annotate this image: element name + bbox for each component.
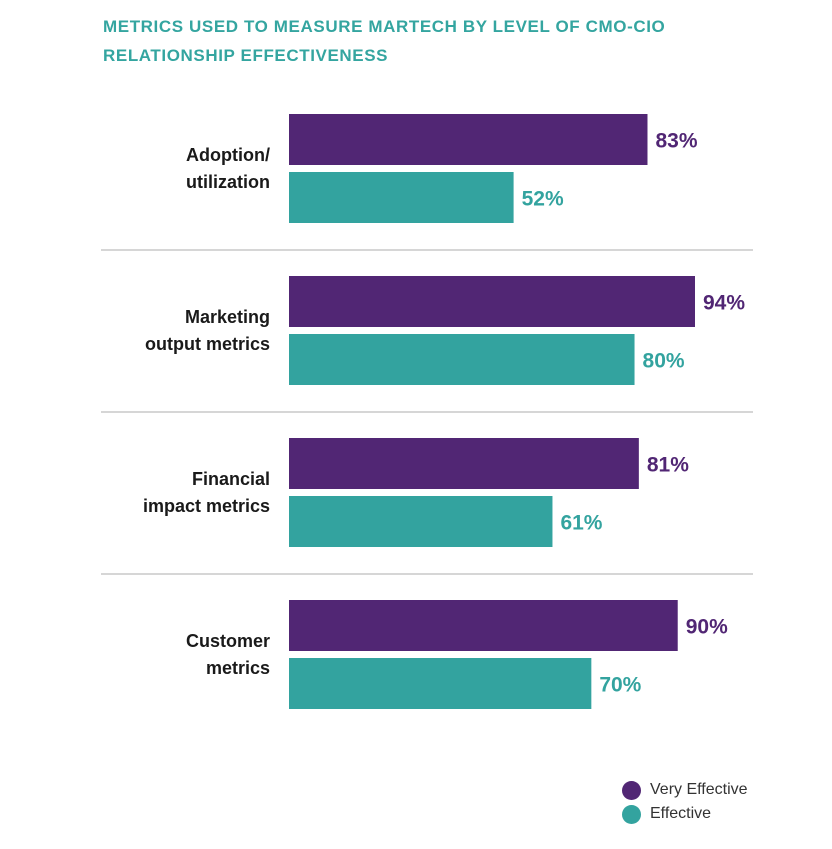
legend: Very Effective Effective — [622, 778, 748, 826]
category-label: Marketing — [185, 307, 270, 327]
category-label: impact metrics — [143, 496, 270, 516]
bar-very-effective — [289, 276, 695, 327]
category-label: Customer — [186, 631, 270, 651]
bar-very-effective — [289, 114, 648, 165]
legend-swatch-very-effective — [622, 780, 641, 800]
category-label: utilization — [186, 172, 270, 192]
legend-item-very-effective: Very Effective — [622, 778, 748, 802]
chart-title: METRICS USED TO MEASURE MARTECH BY LEVEL… — [103, 17, 666, 65]
bar-effective — [289, 172, 514, 223]
bar-very-effective — [289, 600, 678, 651]
bar-effective — [289, 496, 553, 547]
data-label: 94% — [703, 292, 745, 315]
bar-very-effective — [289, 438, 639, 489]
data-label: 90% — [686, 616, 728, 639]
bar-effective — [289, 334, 635, 385]
data-label: 52% — [522, 188, 564, 211]
data-label: 81% — [647, 454, 689, 477]
category-label: metrics — [206, 658, 270, 678]
legend-swatch-effective — [622, 804, 641, 824]
bar-effective — [289, 658, 592, 709]
legend-label-very-effective: Very Effective — [650, 781, 748, 798]
data-label: 61% — [560, 512, 602, 535]
category-label: Adoption/ — [186, 145, 270, 165]
data-label: 83% — [655, 130, 697, 153]
data-label: 70% — [599, 674, 641, 697]
legend-label-effective: Effective — [650, 805, 712, 822]
legend-item-effective: Effective — [622, 802, 748, 826]
category-label: output metrics — [145, 334, 270, 354]
category-label: Financial — [192, 469, 270, 489]
data-label: 80% — [643, 350, 685, 373]
